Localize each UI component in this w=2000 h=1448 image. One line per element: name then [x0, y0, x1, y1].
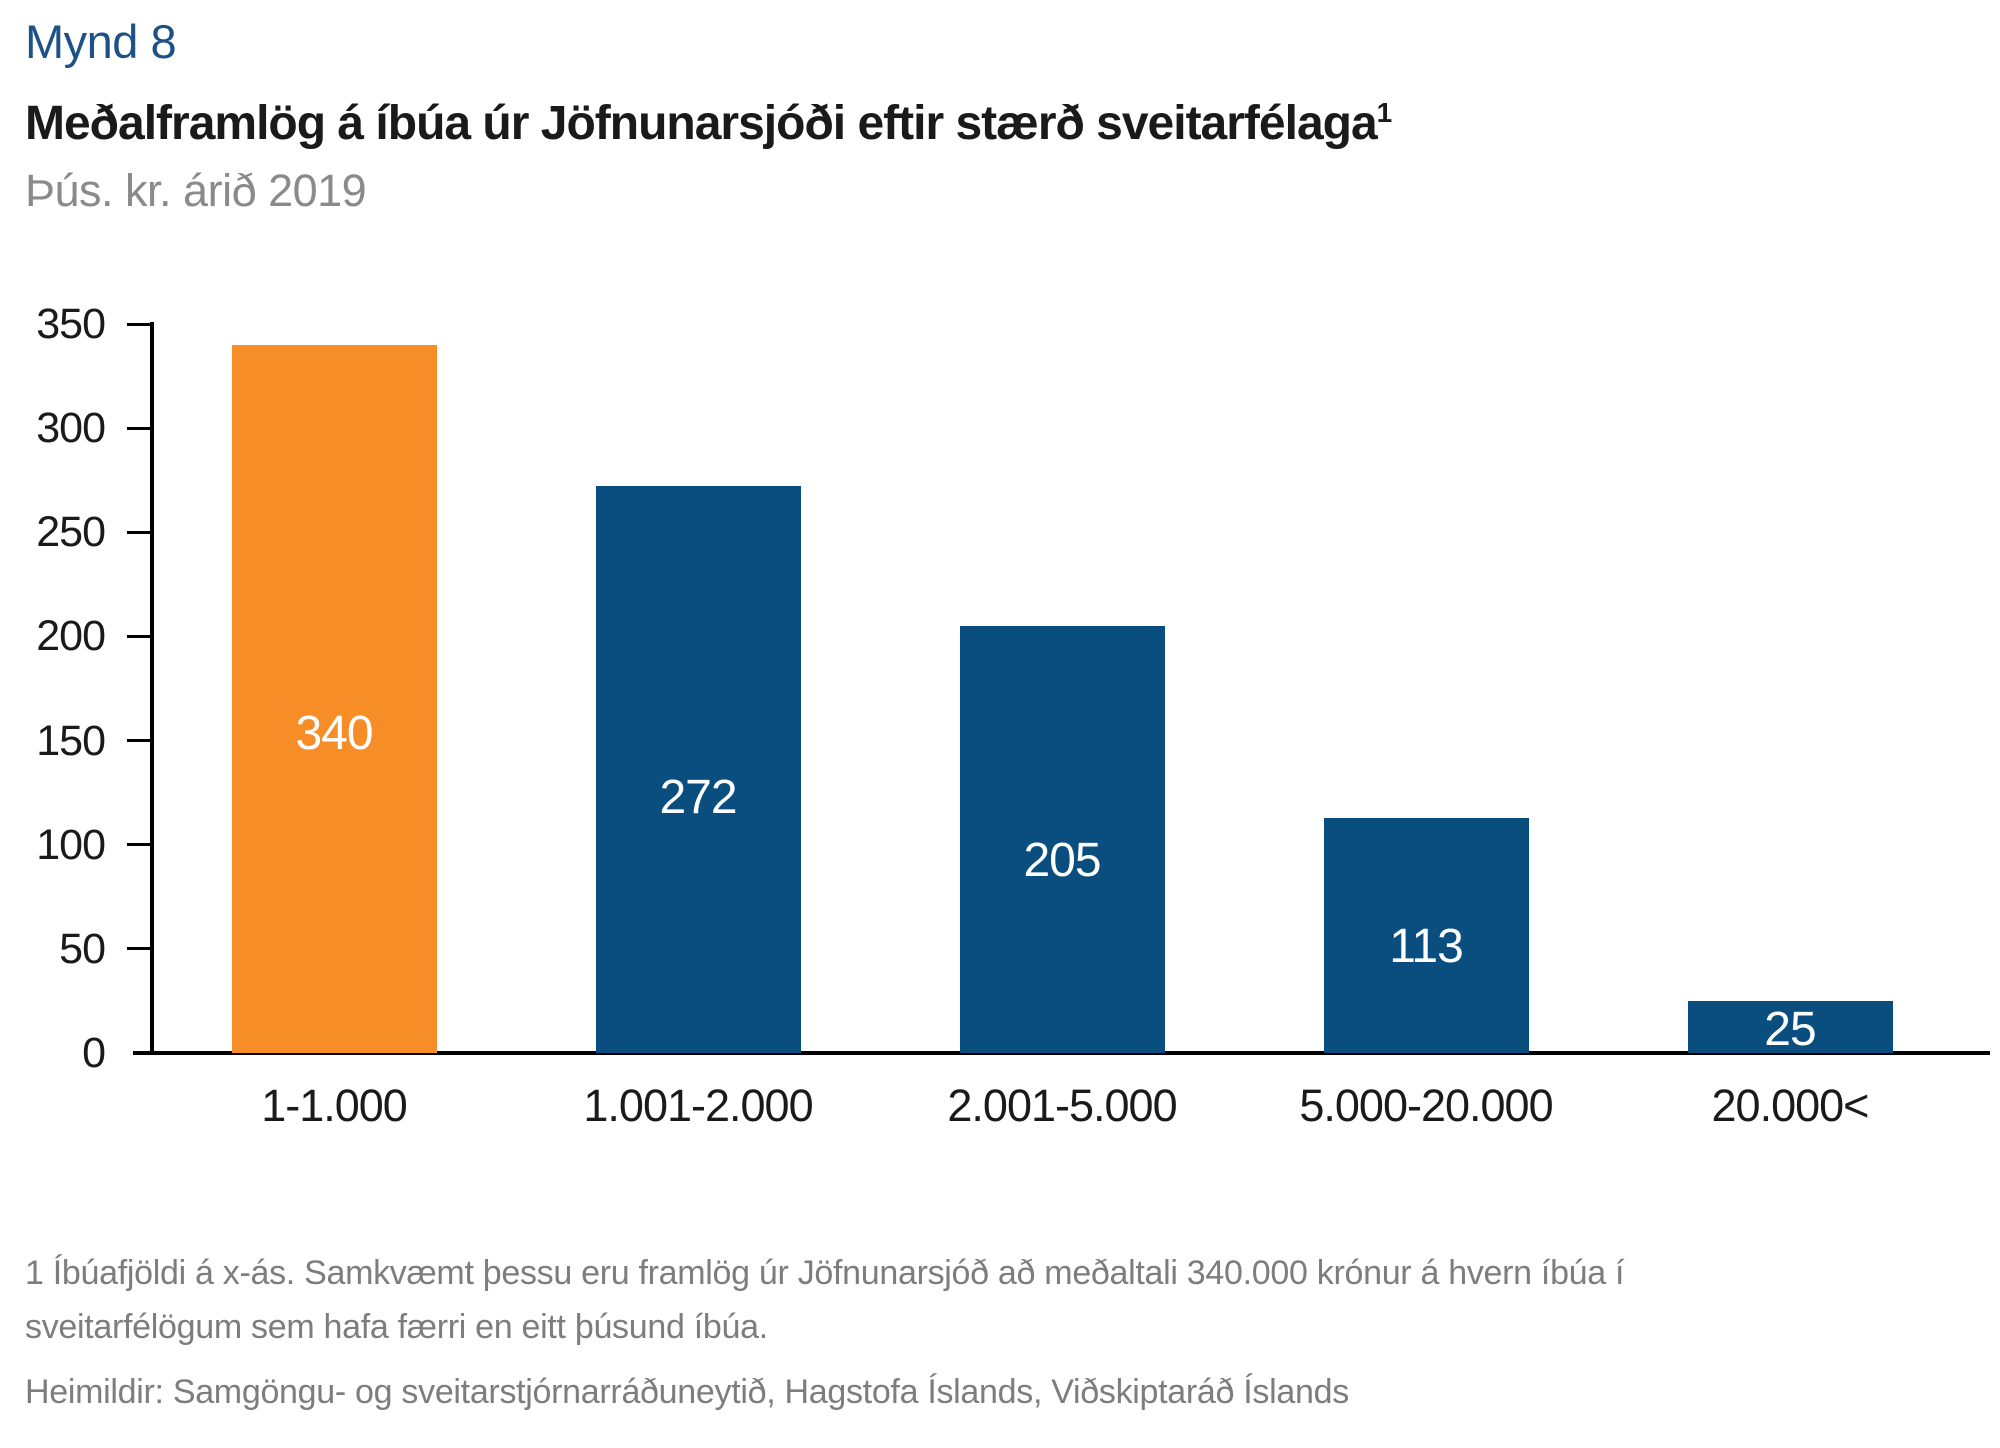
x-axis-category-label: 2.001-5.000 — [947, 1080, 1177, 1131]
y-axis-tick — [127, 947, 152, 951]
bar: 340 — [231, 344, 437, 1053]
y-axis-tick-label: 250 — [36, 508, 106, 557]
bar-value-label: 113 — [1389, 920, 1464, 974]
y-axis-tick — [127, 426, 152, 430]
x-axis-category-label: 1-1.000 — [261, 1080, 408, 1131]
y-axis-line — [150, 322, 154, 1055]
y-axis-tick-label: 100 — [36, 820, 106, 869]
x-axis-category-label: 20.000< — [1711, 1080, 1870, 1131]
y-axis-tick — [127, 843, 152, 847]
figure-title-footnote-marker: 1 — [1376, 97, 1393, 128]
bar-value-label: 205 — [1023, 833, 1101, 887]
figure-number: Mynd 8 — [25, 15, 177, 68]
figure-title: Meðalframlög á íbúa úr Jöfnunarsjóði eft… — [25, 97, 1393, 151]
bar: 272 — [595, 486, 801, 1053]
bar-value-label: 340 — [295, 707, 373, 761]
figure-footnote: 1 Íbúafjöldi á x-ás. Samkvæmt þessu eru … — [25, 1254, 1625, 1347]
bar: 25 — [1687, 1000, 1893, 1056]
y-axis-tick — [127, 530, 152, 534]
x-axis-category-label: 5.000-20.000 — [1299, 1080, 1553, 1131]
y-axis-tick — [127, 322, 152, 326]
y-axis-tick-label: 200 — [36, 612, 106, 661]
x-axis-line — [133, 1051, 1990, 1055]
y-axis-tick-label: 350 — [36, 300, 106, 348]
bar: 205 — [959, 626, 1165, 1053]
y-axis-tick — [127, 739, 152, 743]
bar-value-label: 272 — [659, 771, 737, 825]
y-axis-tick-label: 150 — [36, 716, 106, 765]
figure-subtitle: Þús. kr. árið 2019 — [25, 165, 367, 216]
bar-chart: 0 50 100 150 200 250 300 350 340 1-1.000 272 1.001-… — [36, 300, 1990, 1131]
y-axis-tick-label: 50 — [59, 924, 106, 973]
bar-value-label: 25 — [1764, 1002, 1816, 1056]
x-axis-category-label: 1.001-2.000 — [583, 1080, 813, 1131]
y-axis-tick — [127, 634, 152, 638]
bar: 113 — [1323, 817, 1529, 1053]
figure-sources: Heimildir: Samgöngu- og sveitarstjórnarr… — [25, 1373, 1349, 1411]
y-axis-tick-label: 300 — [36, 404, 106, 453]
figure-title-text: Meðalframlög á íbúa úr Jöfnunarsjóði eft… — [25, 97, 1378, 150]
y-axis-tick-label: 0 — [82, 1029, 106, 1077]
